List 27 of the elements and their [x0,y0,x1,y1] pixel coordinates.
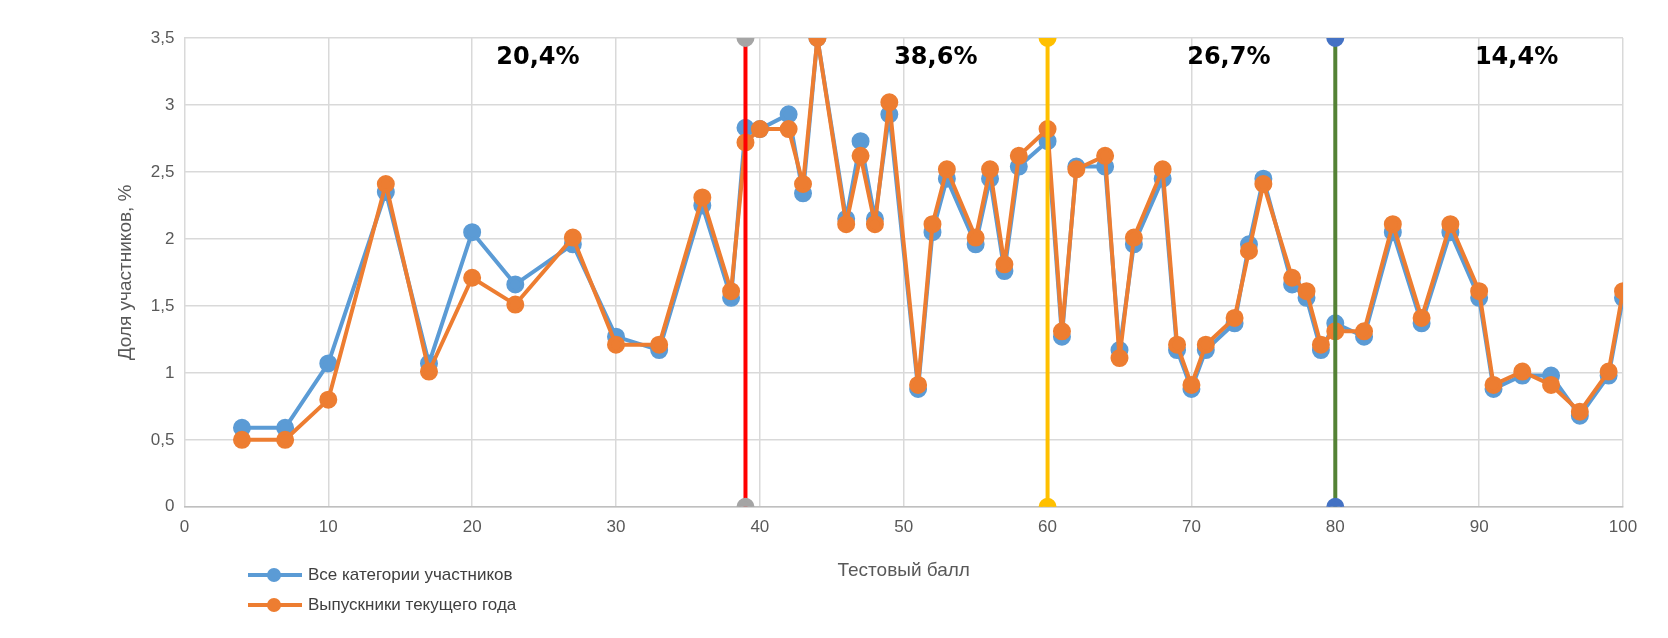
y-tick-label: 1 [164,362,175,382]
y-tick-label: 2,5 [150,161,175,181]
x-tick-label: 50 [894,516,914,536]
y-tick-label: 3,5 [150,27,175,47]
y-tick-label: 0,5 [150,429,175,449]
annotation: 26,7% [1187,42,1271,71]
x-tick-label: 80 [1325,516,1345,536]
legend-label: Все категории участников [308,565,513,585]
y-tick-label: 1,5 [150,295,175,315]
x-tick-label: 40 [750,516,770,536]
y-axis-title: Доля участников, % [113,184,135,361]
x-tick-label: 60 [1038,516,1058,536]
x-tick-label: 20 [462,516,482,536]
y-tick-label: 0 [164,496,175,516]
annotation: 20,4% [496,42,580,71]
x-tick-label: 10 [318,516,338,536]
x-tick-label: 100 [1608,516,1638,536]
x-tick-label: 30 [606,516,626,536]
x-axis-title: Тестовый балл [837,558,970,580]
x-tick-label: 90 [1469,516,1489,536]
legend-label: Выпускники текущего года [308,595,517,615]
annotation: 38,6% [894,42,978,71]
x-tick-label: 0 [179,516,190,536]
x-tick-label: 70 [1181,516,1201,536]
y-tick-label: 3 [164,94,175,114]
y-tick-label: 2 [164,228,175,248]
annotation: 14,4% [1474,42,1559,71]
